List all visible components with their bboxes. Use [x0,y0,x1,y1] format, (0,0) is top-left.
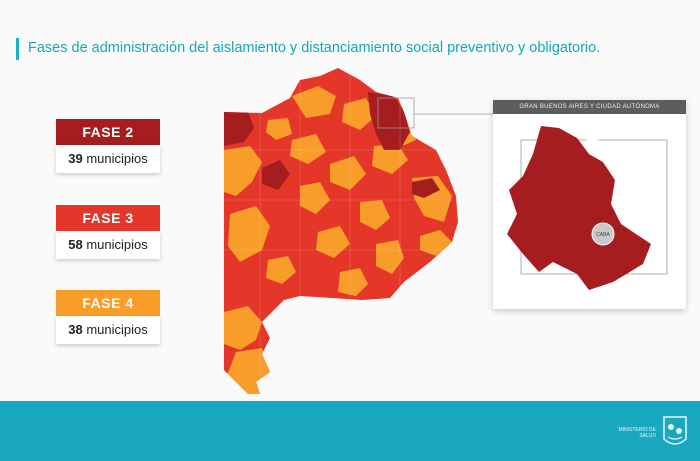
fase-2-regions [224,92,440,198]
legend-fase-2-count: 39 municipios [56,145,160,173]
gba-inset: GRAN BUENOS AIRES Y CIUDAD AUTÓNOMA CABA [493,100,686,309]
inset-title: GRAN BUENOS AIRES Y CIUDAD AUTÓNOMA [493,100,686,114]
legend-fase-3-label: FASE 3 [56,205,160,231]
page-title: Fases de administración del aislamiento … [28,40,601,56]
caba-marker [591,222,615,246]
footer-bar: MINISTERIO DE SALUD [0,401,700,461]
legend-fase-4-unit: municipios [86,322,148,337]
legend-fase-2-label: FASE 2 [56,119,160,145]
legend-fase-4-count: 38 municipios [56,316,160,344]
legend-fase-2-number: 39 [68,151,83,166]
legend-fase-2-unit: municipios [86,151,148,166]
legend-fase-3-count: 58 municipios [56,231,160,259]
legend-fase-3: FASE 3 58 municipios [56,205,160,259]
footer-logo-text: MINISTERIO DE SALUD [618,427,656,439]
gba-inset-map: CABA [507,126,668,290]
municipal-borders [224,70,458,394]
title-accent-bar [16,38,19,60]
legend-fase-3-number: 58 [68,237,83,252]
gba-highlight-box [377,97,415,129]
gba-river-edge [585,134,625,180]
gba-region [507,126,651,290]
province-logo-icon [663,416,687,445]
legend-fase-4-number: 38 [68,322,83,337]
legend-fase-4-label: FASE 4 [56,290,160,316]
legend-fase-3-unit: municipios [86,237,148,252]
legend-fase-2: FASE 2 39 municipios [56,119,160,173]
caba-label: CABA [596,232,610,238]
legend-fase-4: FASE 4 38 municipios [56,290,160,344]
